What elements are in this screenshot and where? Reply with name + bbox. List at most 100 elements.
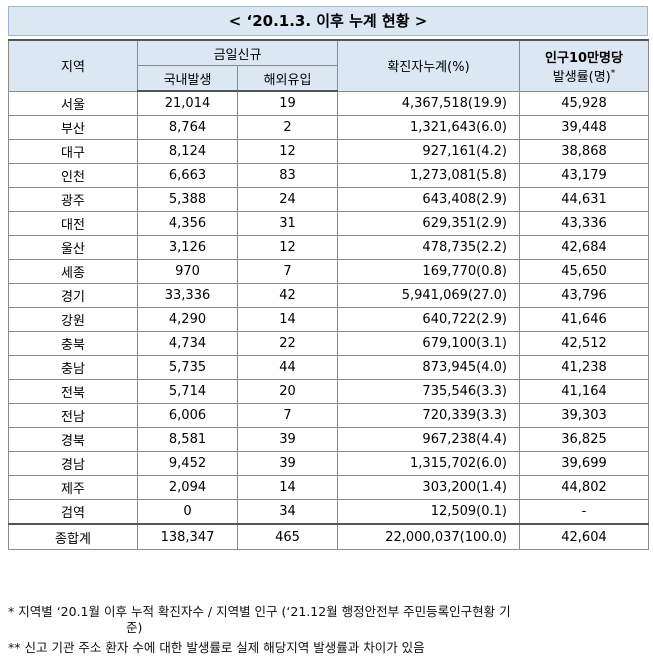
overseas-cell: 83 xyxy=(237,163,338,188)
region-cell: 충북 xyxy=(8,331,138,356)
header-overseas: 해외유입 xyxy=(237,65,338,92)
incidence-rate-cell: 39,448 xyxy=(519,115,649,140)
domestic-cell: 8,124 xyxy=(137,139,238,164)
domestic-cell: 970 xyxy=(137,259,238,284)
region-cell: 경북 xyxy=(8,427,138,452)
header-rate-line1: 인구10만명당 xyxy=(545,50,623,66)
domestic-cell: 21,014 xyxy=(137,90,238,116)
cumulative-cell: 720,339(3.3) xyxy=(337,403,520,428)
incidence-rate-cell: 36,825 xyxy=(519,427,649,452)
domestic-cell: 138,347 xyxy=(137,523,238,550)
region-cell: 대구 xyxy=(8,139,138,164)
domestic-cell: 3,126 xyxy=(137,235,238,260)
overseas-cell: 31 xyxy=(237,211,338,236)
overseas-cell: 2 xyxy=(237,115,338,140)
cumulative-cell: 967,238(4.4) xyxy=(337,427,520,452)
overseas-cell: 7 xyxy=(237,403,338,428)
cumulative-cases-table: 지역 금일신규 확진자누계(%) 인구10만명당 발생률(명)* 국내발생 해외… xyxy=(8,39,649,550)
incidence-rate-cell: 39,303 xyxy=(519,403,649,428)
footnote-1-line1: * 지역별 ‘20.1월 이후 누적 확진자수 / 지역별 인구 (‘21.12… xyxy=(8,604,511,619)
table-row: 세종 970 7 169,770(0.8) 45,650 xyxy=(8,259,649,284)
incidence-rate-cell: 45,650 xyxy=(519,259,649,284)
table-row: 경북 8,581 39 967,238(4.4) 36,825 xyxy=(8,427,649,452)
region-cell: 종합계 xyxy=(8,523,138,550)
domestic-cell: 4,734 xyxy=(137,331,238,356)
table-row: 전남 6,006 7 720,339(3.3) 39,303 xyxy=(8,403,649,428)
table-row: 대전 4,356 31 629,351(2.9) 43,336 xyxy=(8,211,649,236)
region-cell: 인천 xyxy=(8,163,138,188)
table-row: 강원 4,290 14 640,722(2.9) 41,646 xyxy=(8,307,649,332)
cumulative-cell: 629,351(2.9) xyxy=(337,211,520,236)
cumulative-cell: 679,100(3.1) xyxy=(337,331,520,356)
overseas-cell: 19 xyxy=(237,90,338,116)
incidence-rate-cell: 41,164 xyxy=(519,379,649,404)
region-cell: 경기 xyxy=(8,283,138,308)
region-cell: 대전 xyxy=(8,211,138,236)
region-cell: 경남 xyxy=(8,451,138,476)
header-rate-line2: 발생률(명) xyxy=(552,69,611,85)
cumulative-cell: 169,770(0.8) xyxy=(337,259,520,284)
domestic-cell: 4,356 xyxy=(137,211,238,236)
incidence-rate-cell: 43,336 xyxy=(519,211,649,236)
domestic-cell: 5,388 xyxy=(137,187,238,212)
overseas-cell: 14 xyxy=(237,307,338,332)
domestic-cell: 9,452 xyxy=(137,451,238,476)
region-cell: 광주 xyxy=(8,187,138,212)
cumulative-cell: 735,546(3.3) xyxy=(337,379,520,404)
cumulative-cell: 5,941,069(27.0) xyxy=(337,283,520,308)
table-row: 인천 6,663 83 1,273,081(5.8) 43,179 xyxy=(8,163,649,188)
overseas-cell: 12 xyxy=(237,139,338,164)
table-row: 서울 21,014 19 4,367,518(19.9) 45,928 xyxy=(8,90,649,116)
overseas-cell: 34 xyxy=(237,499,338,525)
cumulative-cell: 478,735(2.2) xyxy=(337,235,520,260)
incidence-rate-cell: 38,868 xyxy=(519,139,649,164)
domestic-cell: 2,094 xyxy=(137,475,238,500)
table-row: 충북 4,734 22 679,100(3.1) 42,512 xyxy=(8,331,649,356)
incidence-rate-cell: 44,631 xyxy=(519,187,649,212)
header-domestic: 국내발생 xyxy=(137,65,238,92)
incidence-rate-cell: 41,646 xyxy=(519,307,649,332)
header-cumulative: 확진자누계(%) xyxy=(337,39,520,92)
region-cell: 세종 xyxy=(8,259,138,284)
table-row: 충남 5,735 44 873,945(4.0) 41,238 xyxy=(8,355,649,380)
domestic-cell: 4,290 xyxy=(137,307,238,332)
cumulative-cell: 640,722(2.9) xyxy=(337,307,520,332)
overseas-cell: 39 xyxy=(237,451,338,476)
overseas-cell: 22 xyxy=(237,331,338,356)
domestic-cell: 6,663 xyxy=(137,163,238,188)
overseas-cell: 39 xyxy=(237,427,338,452)
incidence-rate-cell: - xyxy=(519,499,649,525)
region-cell: 전남 xyxy=(8,403,138,428)
incidence-rate-cell: 41,238 xyxy=(519,355,649,380)
overseas-cell: 44 xyxy=(237,355,338,380)
table-row: 광주 5,388 24 643,408(2.9) 44,631 xyxy=(8,187,649,212)
region-cell: 전북 xyxy=(8,379,138,404)
header-region: 지역 xyxy=(8,39,138,92)
incidence-rate-cell: 42,512 xyxy=(519,331,649,356)
cumulative-cell: 4,367,518(19.9) xyxy=(337,90,520,116)
incidence-rate-cell: 44,802 xyxy=(519,475,649,500)
table-title: < ‘20.1.3. 이후 누계 현황 > xyxy=(8,6,648,36)
table-row: 부산 8,764 2 1,321,643(6.0) 39,448 xyxy=(8,115,649,140)
cumulative-cell: 1,321,643(6.0) xyxy=(337,115,520,140)
cumulative-cell: 303,200(1.4) xyxy=(337,475,520,500)
table-row: 전북 5,714 20 735,546(3.3) 41,164 xyxy=(8,379,649,404)
table-row: 경남 9,452 39 1,315,702(6.0) 39,699 xyxy=(8,451,649,476)
incidence-rate-cell: 43,179 xyxy=(519,163,649,188)
region-cell: 제주 xyxy=(8,475,138,500)
incidence-rate-cell: 42,684 xyxy=(519,235,649,260)
incidence-rate-cell: 39,699 xyxy=(519,451,649,476)
overseas-cell: 465 xyxy=(237,523,338,550)
region-cell: 부산 xyxy=(8,115,138,140)
table-row: 울산 3,126 12 478,735(2.2) 42,684 xyxy=(8,235,649,260)
overseas-cell: 14 xyxy=(237,475,338,500)
footnote-1-line2: 준) xyxy=(126,620,143,635)
footnote-2: ** 신고 기관 주소 환자 수에 대한 발생률로 실제 해당지역 발생률과 차… xyxy=(8,640,425,655)
overseas-cell: 42 xyxy=(237,283,338,308)
table-row: 경기 33,336 42 5,941,069(27.0) 43,796 xyxy=(8,283,649,308)
cumulative-cell: 927,161(4.2) xyxy=(337,139,520,164)
cumulative-cell: 1,315,702(6.0) xyxy=(337,451,520,476)
domestic-cell: 0 xyxy=(137,499,238,525)
footnote-1: * 지역별 ‘20.1월 이후 누적 확진자수 / 지역별 인구 (‘21.12… xyxy=(8,604,648,636)
